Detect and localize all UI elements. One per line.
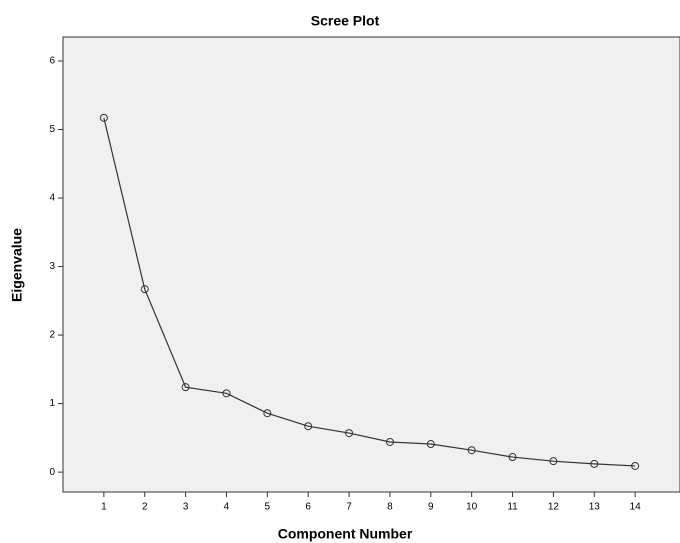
point-marker <box>631 461 640 470</box>
y-tick-label: 4 <box>49 193 55 204</box>
x-tick-label: 11 <box>507 502 518 513</box>
point-marker <box>426 440 435 449</box>
y-tick-label: 3 <box>49 261 55 272</box>
point-marker <box>549 457 558 466</box>
y-tick-label: 5 <box>49 124 55 135</box>
x-tick-label: 3 <box>183 502 189 513</box>
point-marker <box>140 285 149 294</box>
x-tick-label: 14 <box>630 502 642 513</box>
x-axis-label: Component Number <box>278 526 413 542</box>
y-tick-label: 2 <box>49 330 55 341</box>
y-tick-label: 6 <box>49 56 55 67</box>
point-marker <box>222 389 231 398</box>
x-tick-label: 5 <box>265 502 271 513</box>
plot-area <box>62 36 680 493</box>
x-tick-label: 2 <box>142 502 148 513</box>
x-tick-label: 6 <box>305 502 311 513</box>
series-line <box>103 117 636 467</box>
x-tick-label: 7 <box>346 502 352 513</box>
x-tick-label: 9 <box>428 502 434 513</box>
y-tick-label: 1 <box>49 398 55 409</box>
y-tick-label: 0 <box>49 467 55 478</box>
point-marker <box>304 422 313 431</box>
point-marker <box>385 437 394 446</box>
x-tick-label: 8 <box>387 502 393 513</box>
point-marker <box>99 113 108 122</box>
point-marker <box>181 383 190 392</box>
x-tick-label: 13 <box>589 502 601 513</box>
chart-title: Scree Plot <box>311 13 380 29</box>
x-tick-label: 12 <box>548 502 560 513</box>
point-marker <box>590 459 599 468</box>
point-marker <box>508 453 517 462</box>
x-tick-label: 1 <box>101 502 107 513</box>
point-marker <box>467 446 476 455</box>
y-axis-label: Eigenvalue <box>9 228 25 302</box>
point-marker <box>345 429 354 438</box>
x-tick-label: 10 <box>466 502 478 513</box>
x-tick-label: 4 <box>224 502 230 513</box>
point-marker <box>263 409 272 418</box>
